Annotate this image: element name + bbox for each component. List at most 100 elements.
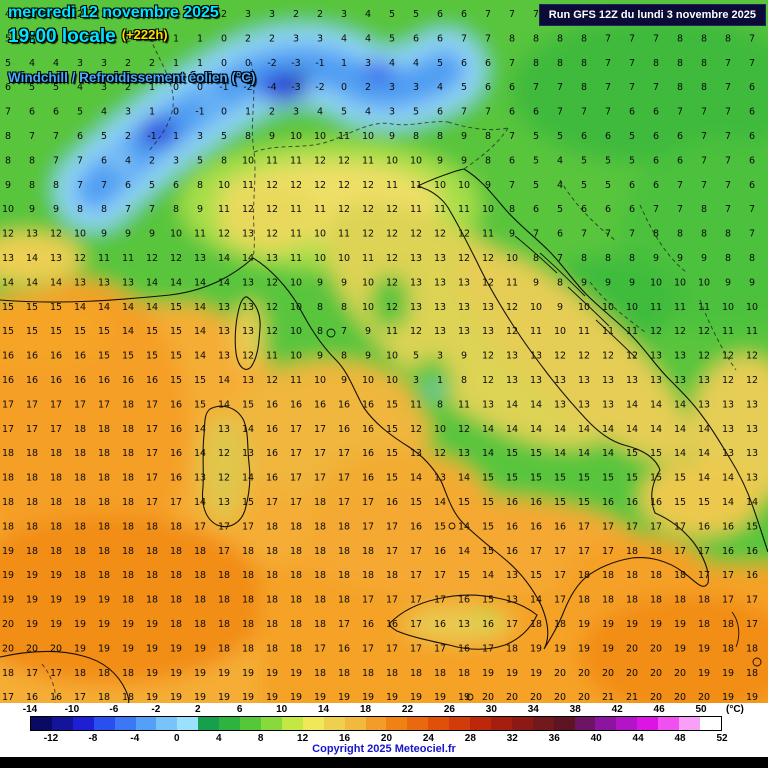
grid-value: 10 [314, 229, 326, 240]
grid-value: 12 [650, 326, 662, 337]
grid-value: 18 [314, 497, 326, 508]
grid-value: 2 [149, 58, 155, 69]
grid-value: 18 [146, 595, 158, 606]
scale-color-segment [532, 717, 554, 730]
grid-value: 11 [362, 253, 374, 264]
grid-value: 18 [98, 448, 110, 459]
grid-value: 13 [434, 302, 446, 313]
grid-value: 5 [413, 351, 419, 362]
grid-value: 13 [410, 302, 422, 313]
grid-value: 12 [314, 155, 326, 166]
grid-value: 17 [290, 473, 302, 484]
scale-color-segment [679, 717, 700, 730]
grid-value: -1 [315, 58, 324, 69]
grid-value: 13 [722, 424, 734, 435]
scale-color-segment [156, 717, 178, 730]
grid-value: 16 [2, 351, 14, 362]
grid-value: 19 [146, 643, 158, 654]
grid-value: 17 [602, 521, 614, 532]
grid-value: 13 [578, 375, 590, 386]
grid-value: 16 [50, 351, 62, 362]
grid-value: 10 [386, 351, 398, 362]
grid-value: 13 [194, 253, 206, 264]
grid-value: 6 [461, 58, 467, 69]
scale-tick-label: 14 [318, 704, 330, 715]
grid-value: 12 [386, 204, 398, 215]
grid-value: 10 [698, 277, 710, 288]
grid-value: 5 [533, 155, 539, 166]
grid-value: 5 [101, 131, 107, 142]
grid-value: 15 [482, 473, 494, 484]
grid-value: 9 [749, 277, 755, 288]
grid-value: 7 [701, 131, 707, 142]
scale-tick-label: 24 [422, 733, 434, 744]
grid-value: 19 [386, 692, 398, 703]
grid-value: 2 [125, 58, 131, 69]
grid-value: 19 [170, 692, 182, 703]
grid-value: 11 [290, 229, 302, 240]
grid-value: 3 [365, 58, 371, 69]
grid-value: 19 [338, 692, 350, 703]
grid-value: 15 [554, 497, 566, 508]
grid-value: 1 [173, 58, 179, 69]
scale-color-segment [260, 717, 282, 730]
grid-value: 3 [125, 9, 131, 20]
grid-value: 19 [578, 643, 590, 654]
grid-value: 13 [2, 253, 14, 264]
grid-value: 9 [461, 131, 467, 142]
grid-value: 17 [554, 595, 566, 606]
grid-value: 13 [554, 375, 566, 386]
grid-value: 13 [434, 326, 446, 337]
grid-value: 6 [653, 180, 659, 191]
grid-value: 19 [722, 668, 734, 679]
grid-value: 19 [218, 692, 230, 703]
scale-color-segment [407, 717, 429, 730]
grid-value: 13 [218, 326, 230, 337]
grid-value: 4 [389, 58, 395, 69]
grid-value: 18 [242, 595, 254, 606]
grid-value: 18 [290, 521, 302, 532]
grid-value: 3 [293, 33, 299, 44]
grid-value: 17 [2, 424, 14, 435]
grid-value: 3 [197, 131, 203, 142]
grid-value: 7 [677, 204, 683, 215]
grid-value: 15 [626, 448, 638, 459]
grid-value: 18 [98, 497, 110, 508]
grid-value: 6 [749, 155, 755, 166]
scale-color-segment [135, 717, 157, 730]
grid-value: 16 [722, 546, 734, 557]
grid-value: 15 [50, 302, 62, 313]
grid-value: 6 [605, 131, 611, 142]
grid-value: 18 [290, 570, 302, 581]
grid-value: -3 [291, 82, 300, 93]
grid-value: 6 [101, 155, 107, 166]
scale-tick-label: 36 [548, 733, 560, 744]
grid-value: 13 [410, 277, 422, 288]
grid-value: 18 [122, 521, 134, 532]
grid-value: 20 [578, 692, 590, 703]
grid-value: 6 [653, 107, 659, 118]
grid-value: 13 [602, 375, 614, 386]
grid-value: 8 [197, 180, 203, 191]
grid-value: 6 [749, 107, 755, 118]
grid-value: 10 [362, 131, 374, 142]
scale-color-segment [658, 717, 680, 730]
grid-value: 15 [386, 448, 398, 459]
grid-value: 13 [242, 229, 254, 240]
grid-value: 16 [530, 497, 542, 508]
grid-value: 18 [98, 424, 110, 435]
scale-tick-label: 32 [506, 733, 518, 744]
grid-value: 14 [242, 473, 254, 484]
grid-value: 7 [533, 9, 539, 20]
grid-value: 13 [50, 253, 62, 264]
grid-value: 6 [557, 229, 563, 240]
grid-value: 19 [602, 619, 614, 630]
grid-value: 17 [602, 546, 614, 557]
scale-tick-label: 38 [569, 704, 581, 715]
grid-value: 6 [605, 204, 611, 215]
grid-value: 6 [53, 107, 59, 118]
grid-value: 17 [146, 448, 158, 459]
grid-value: 5 [533, 180, 539, 191]
grid-value: 2 [149, 9, 155, 20]
grid-value: 7 [725, 131, 731, 142]
